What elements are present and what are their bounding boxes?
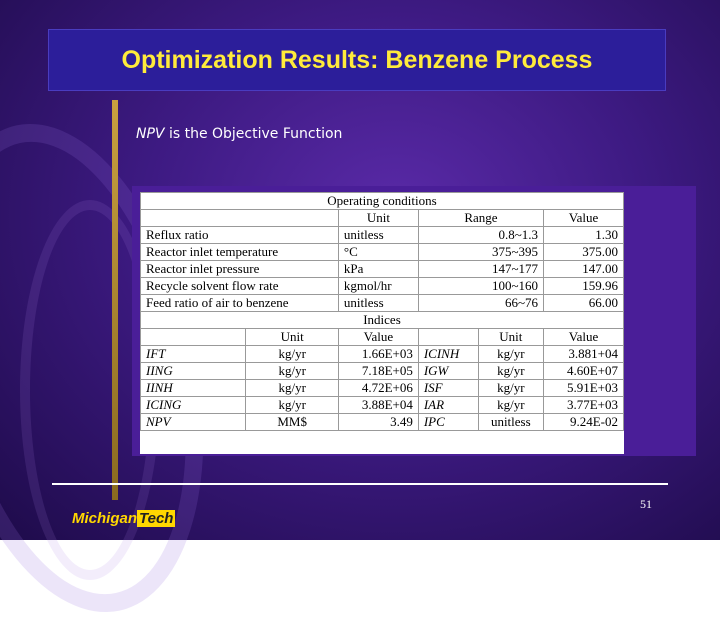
op-name: Recycle solvent flow rate: [140, 277, 339, 295]
op-name: Reactor inlet temperature: [140, 243, 339, 261]
idx-col-blank: [140, 328, 247, 346]
table-row: Recycle solvent flow rate kgmol/hr 100~1…: [140, 277, 624, 295]
idx-unit-2: kg/yr: [477, 362, 545, 380]
table-row: IFT kg/yr 1.66E+03 ICINH kg/yr 3.881+04: [140, 345, 624, 363]
idx-unit: kg/yr: [245, 396, 339, 414]
op-range: 375~395: [417, 243, 545, 261]
idx-col-value-2: Value: [543, 328, 624, 346]
idx-symbol: IFT: [140, 345, 247, 363]
op-value: 375.00: [543, 243, 624, 261]
idx-value: 3.88E+04: [337, 396, 419, 414]
idx-unit: kg/yr: [245, 345, 339, 363]
indices-header: Indices: [140, 311, 624, 329]
idx-col-blank-2: [417, 328, 479, 346]
op-col-value: Value: [543, 209, 624, 227]
idx-value: 4.72E+06: [337, 379, 419, 397]
op-name: Reflux ratio: [140, 226, 339, 244]
idx-value: 7.18E+05: [337, 362, 419, 380]
slide-subtitle: NPV is the Objective Function: [136, 126, 342, 142]
results-table: Operating conditions Unit Range Value Re…: [140, 192, 624, 431]
subtitle-text: is the Objective Function: [164, 126, 343, 142]
idx-value-2: 3.881+04: [543, 345, 624, 363]
op-col-unit: Unit: [337, 209, 419, 227]
op-range: 100~160: [417, 277, 545, 295]
idx-symbol-2: ISF: [417, 379, 479, 397]
idx-symbol: IING: [140, 362, 247, 380]
michigan-tech-logo: Michigan Tech: [72, 510, 176, 527]
idx-symbol: IINH: [140, 379, 247, 397]
op-value: 159.96: [543, 277, 624, 295]
op-unit: kgmol/hr: [337, 277, 419, 295]
table-row: Reactor inlet pressure kPa 147~177 147.0…: [140, 260, 624, 278]
idx-symbol-2: ICINH: [417, 345, 479, 363]
table-row: Reactor inlet temperature °C 375~395 375…: [140, 243, 624, 261]
idx-column-headers: Unit Value Unit Value: [140, 328, 624, 346]
table-row: Reflux ratio unitless 0.8~1.3 1.30: [140, 226, 624, 244]
idx-symbol-2: IAR: [417, 396, 479, 414]
idx-col-value: Value: [337, 328, 419, 346]
idx-symbol: NPV: [140, 413, 247, 431]
op-unit: unitless: [337, 226, 419, 244]
title-bar: [48, 29, 666, 91]
idx-value-2: 9.24E-02: [543, 413, 624, 431]
op-unit: unitless: [337, 294, 419, 312]
page-number: 51: [640, 497, 652, 511]
logo-tech: Tech: [137, 510, 176, 527]
table-row: IINH kg/yr 4.72E+06 ISF kg/yr 5.91E+03: [140, 379, 624, 397]
op-range: 66~76: [417, 294, 545, 312]
idx-value-2: 5.91E+03: [543, 379, 624, 397]
op-range: 147~177: [417, 260, 545, 278]
op-value: 66.00: [543, 294, 624, 312]
idx-value-2: 3.77E+03: [543, 396, 624, 414]
idx-col-unit-2: Unit: [477, 328, 545, 346]
idx-symbol-2: IPC: [417, 413, 479, 431]
idx-unit: kg/yr: [245, 362, 339, 380]
idx-unit: MM$: [245, 413, 339, 431]
table-row: Feed ratio of air to benzene unitless 66…: [140, 294, 624, 312]
table-row: IING kg/yr 7.18E+05 IGW kg/yr 4.60E+07: [140, 362, 624, 380]
op-range: 0.8~1.3: [417, 226, 545, 244]
operating-conditions-header: Operating conditions: [140, 192, 624, 210]
op-name: Feed ratio of air to benzene: [140, 294, 339, 312]
idx-unit-2: unitless: [477, 413, 545, 431]
table-row: NPV MM$ 3.49 IPC unitless 9.24E-02: [140, 413, 624, 431]
op-col-range: Range: [417, 209, 545, 227]
idx-unit-2: kg/yr: [477, 379, 545, 397]
idx-unit: kg/yr: [245, 379, 339, 397]
table-row: ICING kg/yr 3.88E+04 IAR kg/yr 3.77E+03: [140, 396, 624, 414]
op-unit: °C: [337, 243, 419, 261]
op-column-headers: Unit Range Value: [140, 209, 624, 227]
idx-value: 1.66E+03: [337, 345, 419, 363]
footer-rule: [52, 483, 668, 485]
subtitle-npv: NPV: [136, 126, 165, 142]
idx-symbol: ICING: [140, 396, 247, 414]
op-col-blank: [140, 209, 339, 227]
op-value: 147.00: [543, 260, 624, 278]
idx-col-unit: Unit: [245, 328, 339, 346]
gold-vertical-rule: [112, 100, 118, 500]
op-unit: kPa: [337, 260, 419, 278]
op-name: Reactor inlet pressure: [140, 260, 339, 278]
idx-value-2: 4.60E+07: [543, 362, 624, 380]
op-value: 1.30: [543, 226, 624, 244]
idx-symbol-2: IGW: [417, 362, 479, 380]
slide-title: Optimization Results: Benzene Process: [121, 46, 593, 74]
idx-unit-2: kg/yr: [477, 345, 545, 363]
idx-unit-2: kg/yr: [477, 396, 545, 414]
results-table-image: Operating conditions Unit Range Value Re…: [140, 192, 624, 454]
logo-michigan: Michigan: [72, 510, 138, 527]
idx-value: 3.49: [337, 413, 419, 431]
